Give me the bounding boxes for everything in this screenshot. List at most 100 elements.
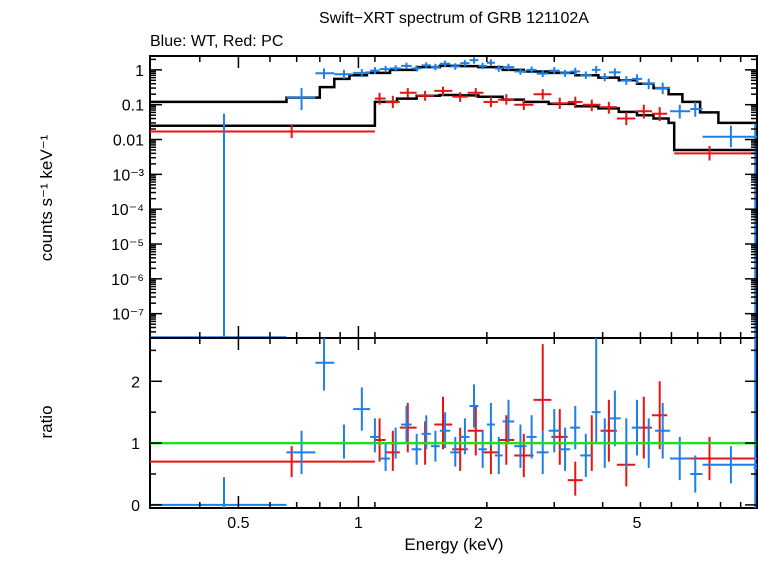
data-point bbox=[655, 82, 671, 95]
data-point bbox=[567, 96, 583, 109]
data-point bbox=[514, 424, 527, 468]
data-point bbox=[467, 406, 484, 456]
data-point bbox=[315, 68, 335, 79]
data-point bbox=[486, 59, 495, 66]
data-point bbox=[533, 344, 552, 431]
data-point bbox=[450, 63, 461, 70]
x-axis-label: Energy (keV) bbox=[404, 535, 503, 554]
data-point bbox=[315, 338, 335, 391]
data-point bbox=[580, 433, 592, 478]
y-tick-label: 10⁻³ bbox=[112, 167, 144, 184]
data-point bbox=[570, 67, 581, 76]
data-point bbox=[702, 125, 757, 148]
data-point bbox=[385, 95, 400, 109]
data-point bbox=[674, 146, 757, 161]
data-point bbox=[286, 430, 316, 474]
data-point bbox=[600, 101, 617, 114]
data-point bbox=[439, 60, 451, 68]
data-point bbox=[536, 430, 549, 474]
data-point bbox=[655, 402, 671, 459]
y-tick-label: 1 bbox=[135, 63, 144, 80]
spectrum-panel: 1 0.1 0.01 10⁻³ 10⁻⁴ 10⁻⁵ 10⁻⁶ 10⁻⁷ bbox=[111, 55, 758, 339]
data-point bbox=[483, 96, 499, 108]
data-point bbox=[334, 69, 354, 79]
data-point bbox=[389, 65, 402, 72]
data-point bbox=[690, 101, 703, 117]
data-point bbox=[526, 415, 537, 459]
x-tick-label: 1 bbox=[354, 515, 363, 532]
y-axis-label-ratio: ratio bbox=[37, 405, 56, 438]
data-point bbox=[486, 402, 495, 447]
x-tick-label: 2 bbox=[474, 515, 483, 532]
data-point bbox=[411, 65, 422, 72]
data-point bbox=[631, 399, 643, 456]
data-point bbox=[559, 427, 571, 471]
data-point bbox=[600, 73, 609, 82]
data-point bbox=[374, 92, 386, 105]
data-point bbox=[631, 74, 643, 84]
data-point bbox=[353, 69, 371, 78]
data-point bbox=[548, 67, 560, 75]
data-point bbox=[469, 57, 479, 64]
y-tick-label: 10⁻⁴ bbox=[111, 202, 144, 219]
data-point bbox=[430, 430, 440, 462]
data-point bbox=[620, 76, 632, 85]
data-point bbox=[690, 455, 703, 493]
data-point bbox=[635, 104, 652, 119]
data-point bbox=[416, 90, 435, 101]
y-tick-label: 1 bbox=[131, 436, 140, 453]
data-point bbox=[591, 338, 601, 444]
data-point bbox=[399, 88, 417, 98]
data-point bbox=[469, 384, 479, 428]
data-point bbox=[430, 63, 440, 71]
data-point bbox=[580, 71, 592, 79]
y-axis-label-spectrum: counts s⁻¹ keV⁻¹ bbox=[37, 134, 56, 261]
chart-subtitle: Blue: WT, Red: PC bbox=[150, 33, 283, 50]
data-point bbox=[651, 107, 668, 122]
data-point bbox=[608, 390, 621, 447]
data-point bbox=[498, 94, 515, 105]
data-point bbox=[150, 446, 375, 478]
data-point bbox=[286, 88, 316, 111]
data-point bbox=[379, 65, 390, 73]
data-point bbox=[385, 430, 400, 471]
data-point bbox=[567, 461, 583, 496]
data-point bbox=[467, 88, 484, 98]
ratio-panel: 0 1 2 0.5 1 2 5 bbox=[131, 337, 758, 532]
data-point bbox=[494, 65, 503, 72]
data-point bbox=[150, 477, 287, 508]
data-point bbox=[514, 68, 527, 75]
data-point bbox=[150, 125, 375, 139]
model-curve-wt bbox=[150, 64, 757, 125]
x-tick-label: 5 bbox=[633, 515, 642, 532]
data-point bbox=[533, 89, 552, 100]
data-point bbox=[370, 67, 380, 75]
data-point bbox=[353, 387, 371, 431]
data-point bbox=[434, 396, 453, 450]
y-tick-label: 0.1 bbox=[122, 98, 144, 115]
data-point bbox=[421, 62, 431, 69]
y-tick-label: 10⁻⁶ bbox=[111, 272, 144, 289]
data-point bbox=[536, 70, 549, 78]
data-point bbox=[370, 418, 380, 453]
data-point bbox=[460, 418, 470, 455]
data-point bbox=[753, 338, 757, 508]
y-tick-label: 10⁻⁷ bbox=[112, 307, 144, 324]
data-point bbox=[498, 415, 515, 465]
data-point bbox=[651, 381, 668, 450]
data-point bbox=[452, 92, 468, 102]
x-tick-label: 0.5 bbox=[227, 515, 249, 532]
data-point bbox=[608, 68, 621, 77]
data-point bbox=[616, 112, 636, 126]
data-point bbox=[460, 60, 470, 67]
y-tick-label: 10⁻⁵ bbox=[111, 237, 144, 254]
data-point bbox=[514, 99, 534, 111]
data-point bbox=[401, 406, 412, 444]
y-tick-label: 0.01 bbox=[113, 133, 144, 150]
data-point bbox=[670, 104, 691, 119]
data-point bbox=[478, 62, 487, 70]
ratio-plot-frame bbox=[149, 337, 758, 509]
model-curve-pc bbox=[150, 93, 757, 152]
data-point bbox=[502, 399, 515, 444]
